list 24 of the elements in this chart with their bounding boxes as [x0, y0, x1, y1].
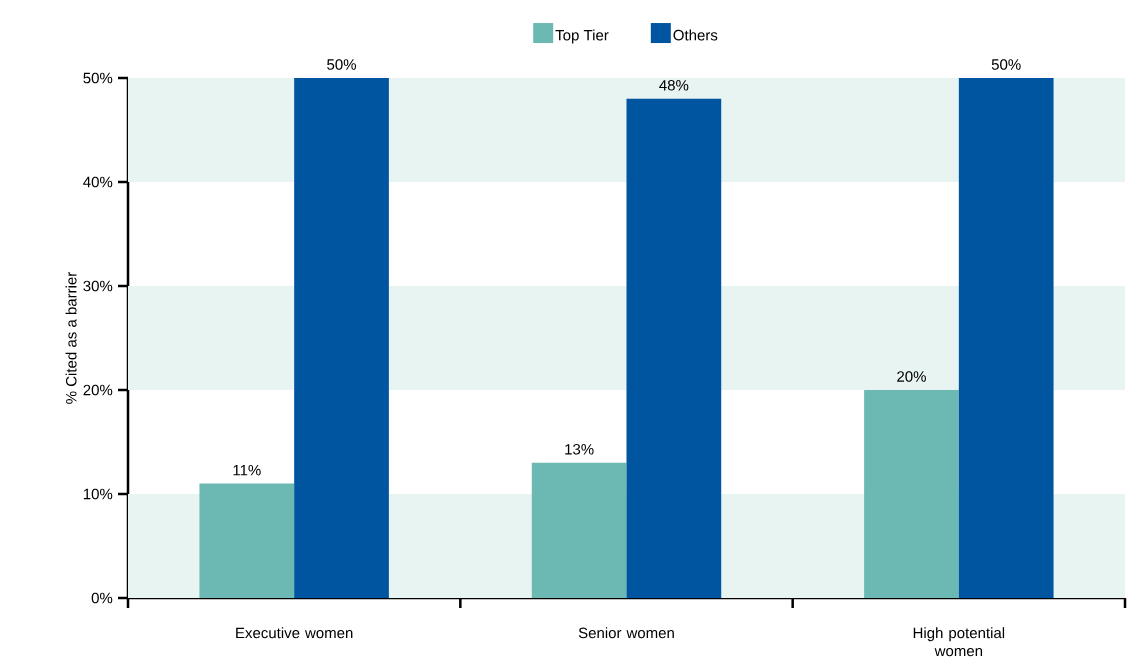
y-tick-label: 40%	[83, 176, 113, 188]
legend-label: Others	[673, 29, 718, 41]
x-tick-label: Executive women	[236, 627, 353, 639]
bar	[294, 78, 389, 598]
x-tick-label: High potential women	[913, 627, 1005, 657]
legend-label: Top Tier	[555, 29, 609, 44]
data-label: 50%	[327, 59, 356, 70]
y-tick-label: 30%	[83, 280, 113, 292]
y-tick-label: 20%	[83, 384, 113, 396]
y-tick-label: 50%	[83, 72, 113, 84]
data-label: 13%	[565, 443, 594, 455]
y-axis-title: % Cited as a barrier	[65, 272, 77, 404]
data-label: 20%	[897, 371, 926, 382]
x-tick-label: Senior women	[578, 627, 674, 639]
data-label: 11%	[233, 464, 261, 476]
y-tick-label: 10%	[83, 488, 113, 500]
bar	[531, 462, 627, 598]
bar	[626, 98, 722, 598]
bar	[864, 390, 959, 598]
bar	[199, 483, 295, 598]
data-label: 48%	[659, 79, 689, 91]
data-label: 50%	[991, 59, 1021, 70]
y-tick-label: 0%	[91, 592, 113, 604]
bar	[958, 78, 1054, 598]
